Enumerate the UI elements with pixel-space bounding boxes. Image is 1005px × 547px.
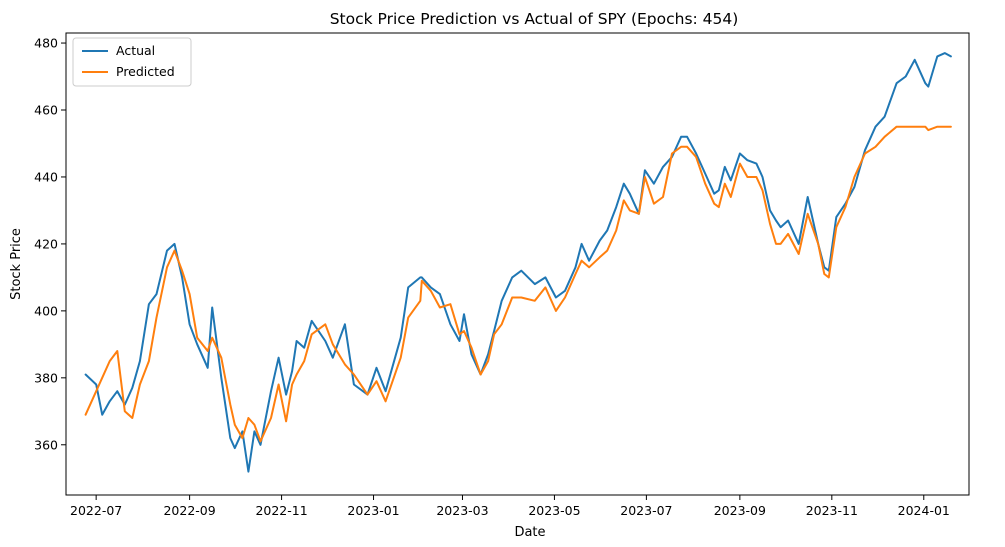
x-tick-label: 2023-11 bbox=[806, 503, 858, 518]
y-tick-label: 460 bbox=[34, 103, 58, 118]
x-tick-label: 2023-03 bbox=[436, 503, 488, 518]
y-tick-label: 380 bbox=[34, 370, 58, 385]
plot-frame bbox=[65, 32, 970, 496]
x-tick-label: 2023-05 bbox=[528, 503, 580, 518]
x-axis-title: Date bbox=[514, 525, 545, 540]
y-tick-label: 360 bbox=[34, 437, 58, 452]
y-axis: 360 380 400 420 440 460 480 bbox=[34, 36, 66, 452]
y-tick-label: 400 bbox=[34, 303, 58, 318]
legend-label-predicted: Predicted bbox=[116, 64, 175, 79]
y-tick-label: 480 bbox=[34, 36, 58, 51]
x-tick-label: 2024-01 bbox=[898, 503, 950, 518]
x-tick-label: 2023-09 bbox=[714, 503, 766, 518]
x-axis: 2022-07 2022-09 2022-11 2023-01 2023-03 2023-… bbox=[70, 495, 950, 518]
legend: Actual Predicted bbox=[72, 37, 192, 87]
series-line-predicted bbox=[84, 125, 952, 443]
y-tick-label: 440 bbox=[34, 169, 58, 184]
legend-label-actual: Actual bbox=[116, 43, 155, 58]
x-tick-label: 2022-09 bbox=[163, 503, 215, 518]
x-tick-label: 2023-07 bbox=[620, 503, 672, 518]
x-tick-label: 2022-11 bbox=[255, 503, 307, 518]
x-tick-label: 2023-01 bbox=[347, 503, 399, 518]
y-axis-title: Stock Price bbox=[9, 228, 24, 300]
x-tick-label: 2022-07 bbox=[70, 503, 122, 518]
y-tick-label: 420 bbox=[34, 236, 58, 251]
series-layer bbox=[84, 52, 952, 473]
series-line-actual bbox=[84, 52, 952, 473]
chart-title: Stock Price Prediction vs Actual of SPY … bbox=[330, 10, 739, 28]
